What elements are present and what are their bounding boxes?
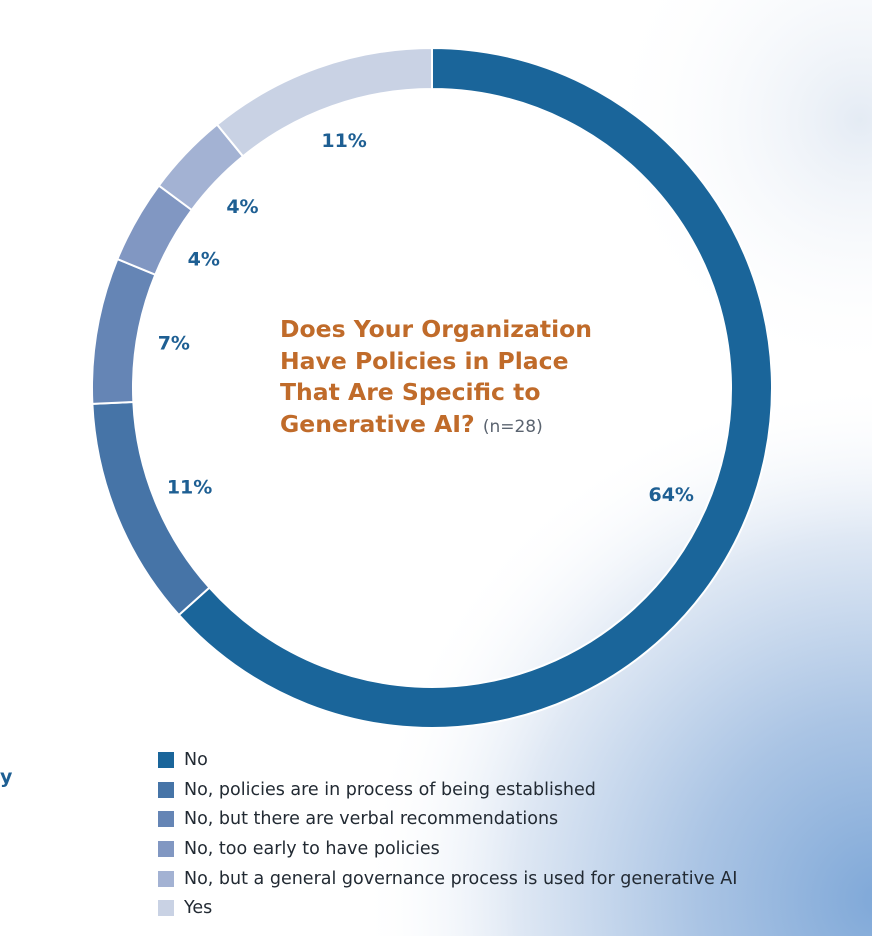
legend-item: Yes: [158, 893, 737, 923]
legend-item: No, but a general governance process is …: [158, 864, 737, 894]
legend-label: Yes: [184, 898, 213, 919]
clipped-text-fragment: y: [0, 766, 13, 788]
legend-swatch: [158, 900, 174, 917]
donut-slice: [91, 400, 211, 617]
legend-item: No, too early to have policies: [158, 834, 737, 864]
donut-slice: [215, 46, 433, 158]
legend-label: No: [184, 749, 208, 770]
slice-value-label: 4%: [188, 248, 220, 270]
legend-swatch: [158, 781, 174, 798]
slice-value-label: 11%: [167, 476, 212, 498]
legend-item: No, policies are in process of being est…: [158, 775, 737, 805]
sample-size-note: (n=28): [482, 416, 543, 437]
chart-title: Does Your Organization Have Policies in …: [280, 315, 592, 438]
legend-label: No, but a general governance process is …: [184, 868, 738, 889]
legend-swatch: [158, 870, 174, 887]
legend-item: No, but there are verbal recommendations: [158, 804, 737, 834]
slice-value-label: 64%: [648, 484, 693, 506]
slice-value-label: 11%: [321, 130, 366, 152]
legend-label: No, policies are in process of being est…: [184, 779, 596, 800]
legend-swatch: [158, 751, 174, 768]
donut-slice: [177, 46, 773, 729]
slice-value-label: 7%: [158, 332, 190, 354]
slice-value-label: 4%: [226, 196, 258, 218]
donut-slice: [91, 257, 157, 405]
legend-label: No, too early to have policies: [184, 838, 440, 859]
legend-label: No, but there are verbal recommendations: [184, 809, 559, 830]
legend-swatch: [158, 840, 174, 857]
legend-item: No: [158, 745, 737, 775]
chart-legend: No No, policies are in process of being e…: [158, 745, 737, 923]
legend-swatch: [158, 811, 174, 828]
